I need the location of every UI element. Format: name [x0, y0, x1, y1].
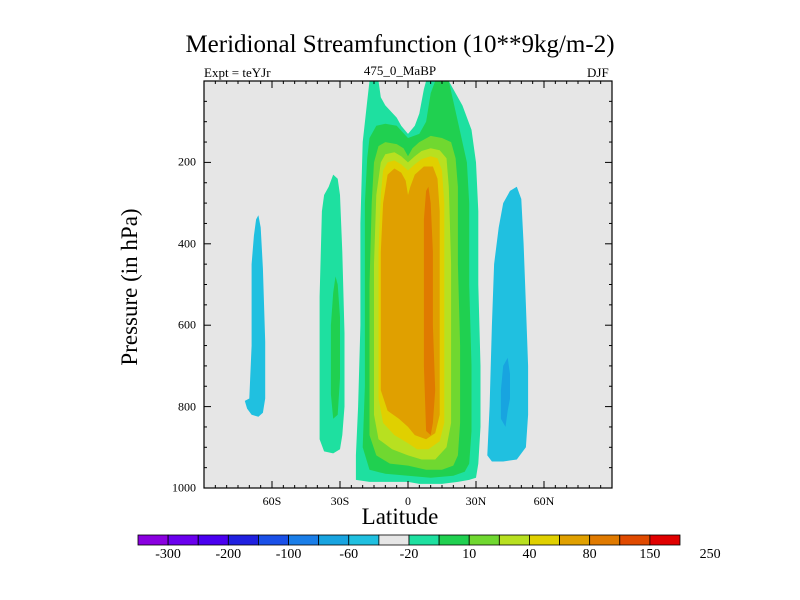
- colorbar-swatch: [468, 534, 500, 546]
- colorbar-swatch: [498, 534, 530, 546]
- time-label: 475_0_MaBP: [363, 63, 437, 78]
- colorbar-swatch: [288, 534, 320, 546]
- colorbar-label: 250: [699, 547, 721, 562]
- y-tick-label: 400: [178, 236, 196, 251]
- colorbar-label: -100: [275, 547, 302, 562]
- colorbar-swatch: [649, 534, 681, 546]
- y-tick-label: 800: [178, 399, 196, 414]
- contour-regions: [244, 81, 549, 484]
- contour-region-sh-high-lat-negative-cell: [244, 215, 266, 417]
- colorbar-swatch: [137, 534, 169, 546]
- colorbar-swatch: [348, 534, 380, 546]
- x-tick-label: 30N: [465, 494, 487, 508]
- colorbar-swatch: [619, 534, 651, 546]
- experiment-label: Expt = teYJr: [204, 65, 271, 80]
- contour-region-hadley-cell-core: [423, 186, 436, 436]
- y-tick-label: 1000: [172, 480, 196, 495]
- colorbar-label: -60: [339, 547, 359, 562]
- x-tick-label: 0: [405, 494, 411, 508]
- colorbar-swatch: [227, 534, 259, 546]
- season-label: DJF: [587, 65, 609, 80]
- colorbar: [137, 534, 681, 546]
- contour-region-nh-negative-cell-inner: [500, 357, 510, 427]
- colorbar-swatch: [408, 534, 440, 546]
- colorbar-label: -200: [215, 547, 242, 562]
- tick-marks: [203, 80, 613, 489]
- y-tick-label: 600: [178, 317, 196, 332]
- colorbar-swatch: [559, 534, 591, 546]
- colorbar-swatch: [378, 534, 410, 546]
- contour-region-nh-negative-cell-mid: [487, 186, 529, 462]
- y-axis-label: Pressure (in hPa): [117, 208, 142, 366]
- colorbar-swatch: [589, 534, 621, 546]
- colorbar-swatch: [438, 534, 470, 546]
- y-tick-label: 200: [178, 154, 196, 169]
- colorbar-swatch: [167, 534, 199, 546]
- colorbar-swatch: [197, 534, 229, 546]
- x-tick-label: 30S: [330, 494, 350, 508]
- colorbar-swatch: [258, 534, 289, 546]
- colorbar-label: 40: [522, 547, 537, 562]
- x-tick-label: 60N: [533, 494, 555, 508]
- colorbar-swatch: [529, 534, 560, 546]
- x-tick-label: 60S: [262, 494, 282, 508]
- colorbar-label: -20: [399, 547, 419, 562]
- colorbar-label: 150: [639, 547, 661, 562]
- x-axis-label: Latitude: [361, 504, 439, 529]
- colorbar-label: 10: [462, 547, 477, 562]
- colorbar-swatch: [318, 534, 350, 546]
- contour-region-sh-mid-lat-positive-cell-core: [330, 276, 340, 419]
- chart-title: Meridional Streamfunction (10**9kg/m-2): [185, 31, 615, 58]
- colorbar-label: -300: [155, 547, 181, 562]
- colorbar-label: 80: [582, 547, 597, 562]
